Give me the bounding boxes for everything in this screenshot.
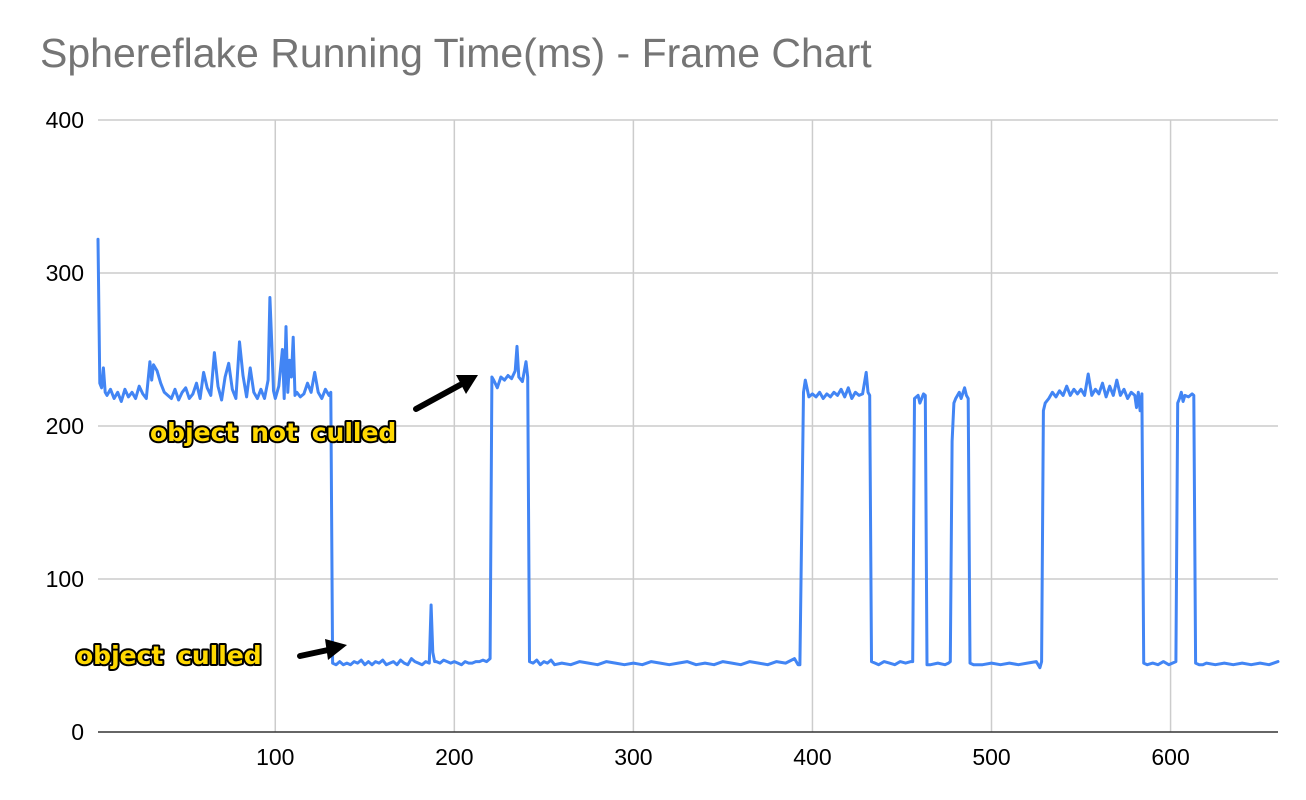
x-tick-label-100: 100	[256, 744, 294, 770]
arrow-not-culled-head	[456, 375, 478, 394]
chart-title: Sphereflake Running Time(ms) - Frame Cha…	[40, 30, 872, 76]
y-tick-label-400: 400	[46, 107, 84, 133]
arrow-culled-head	[325, 639, 347, 660]
x-tick-label-600: 600	[1151, 744, 1189, 770]
arrow-culled-line	[297, 647, 331, 659]
annotation-layer: object not culled object culled	[74, 375, 478, 672]
x-tick-label-200: 200	[435, 744, 473, 770]
y-axis: 0 100 200 300 400	[46, 107, 84, 745]
annotation-not-culled: object not culled	[150, 418, 396, 447]
series-line-0	[96, 237, 1280, 670]
y-tick-label-0: 0	[71, 719, 84, 745]
y-tick-label-200: 200	[46, 413, 84, 439]
y-tick-label-300: 300	[46, 260, 84, 286]
x-tick-label-400: 400	[793, 744, 831, 770]
y-tick-label-100: 100	[46, 566, 84, 592]
grid-lines	[98, 119, 1278, 732]
x-axis: 100 200 300 400 500 600	[98, 731, 1278, 770]
annotation-culled: object culled	[76, 641, 262, 670]
x-tick-label-500: 500	[972, 744, 1010, 770]
series-layer	[96, 237, 1280, 670]
x-tick-label-300: 300	[614, 744, 652, 770]
arrow-not-culled-line	[413, 382, 463, 412]
